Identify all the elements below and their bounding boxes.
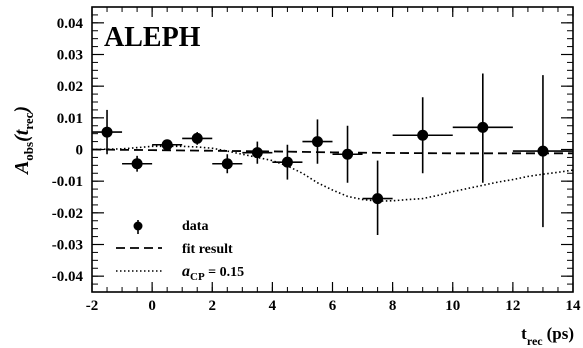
data-point bbox=[281, 156, 293, 168]
y-tick-label: 0 bbox=[76, 143, 84, 159]
legend-symbols bbox=[116, 220, 162, 272]
x-tick-label: 10 bbox=[445, 298, 460, 314]
data-point bbox=[131, 158, 143, 170]
watermark-label: ALEPH bbox=[104, 22, 201, 53]
data-point bbox=[372, 193, 384, 205]
data-point bbox=[417, 129, 429, 141]
x-tick-label: 2 bbox=[209, 298, 217, 314]
y-tick-label: 0.01 bbox=[57, 111, 83, 127]
x-tick-label: 0 bbox=[148, 298, 156, 314]
data-point bbox=[251, 147, 263, 159]
y-tick-label: -0.04 bbox=[52, 269, 84, 285]
y-tick-label: 0.02 bbox=[57, 79, 83, 95]
fit-result-line bbox=[91, 148, 573, 155]
plot-area: -2 0 2 4 6 8 10 12 14 -0.04 -0.03 -0.02 -0.01 0 0.01 0.… bbox=[52, 6, 582, 314]
x-tick-label: 12 bbox=[505, 298, 520, 314]
data-point bbox=[191, 132, 203, 144]
y-tick-label: 0.03 bbox=[57, 48, 83, 64]
x-tick-label: -2 bbox=[86, 298, 99, 314]
legend-data-marker bbox=[133, 221, 143, 231]
legend-label-fit: fit result bbox=[182, 242, 233, 257]
data-point bbox=[221, 158, 233, 170]
legend: data fit result aCP = 0.15 bbox=[116, 219, 244, 283]
x-tick-label: 6 bbox=[329, 298, 337, 314]
x-axis-label: trec (ps) bbox=[521, 324, 574, 348]
x-tick-label: 8 bbox=[389, 298, 397, 314]
x-tick-label: 4 bbox=[269, 298, 277, 314]
y-tick-label: -0.02 bbox=[52, 206, 83, 222]
acp-curve-line bbox=[91, 145, 574, 202]
y-axis-label: Aobs(trec) bbox=[11, 106, 36, 176]
data-point bbox=[342, 148, 354, 160]
data-point bbox=[537, 145, 549, 157]
y-tick-label: -0.01 bbox=[52, 174, 83, 190]
y-tick-label: -0.03 bbox=[52, 238, 83, 254]
x-tick-label: 14 bbox=[566, 298, 582, 314]
data-point bbox=[311, 136, 323, 148]
data-point bbox=[101, 126, 113, 138]
data-point bbox=[161, 139, 173, 151]
legend-label-acp: aCP = 0.15 bbox=[182, 263, 244, 283]
y-tick-label: 0.04 bbox=[57, 16, 84, 32]
data-point bbox=[477, 121, 489, 133]
legend-label-data: data bbox=[182, 219, 208, 234]
